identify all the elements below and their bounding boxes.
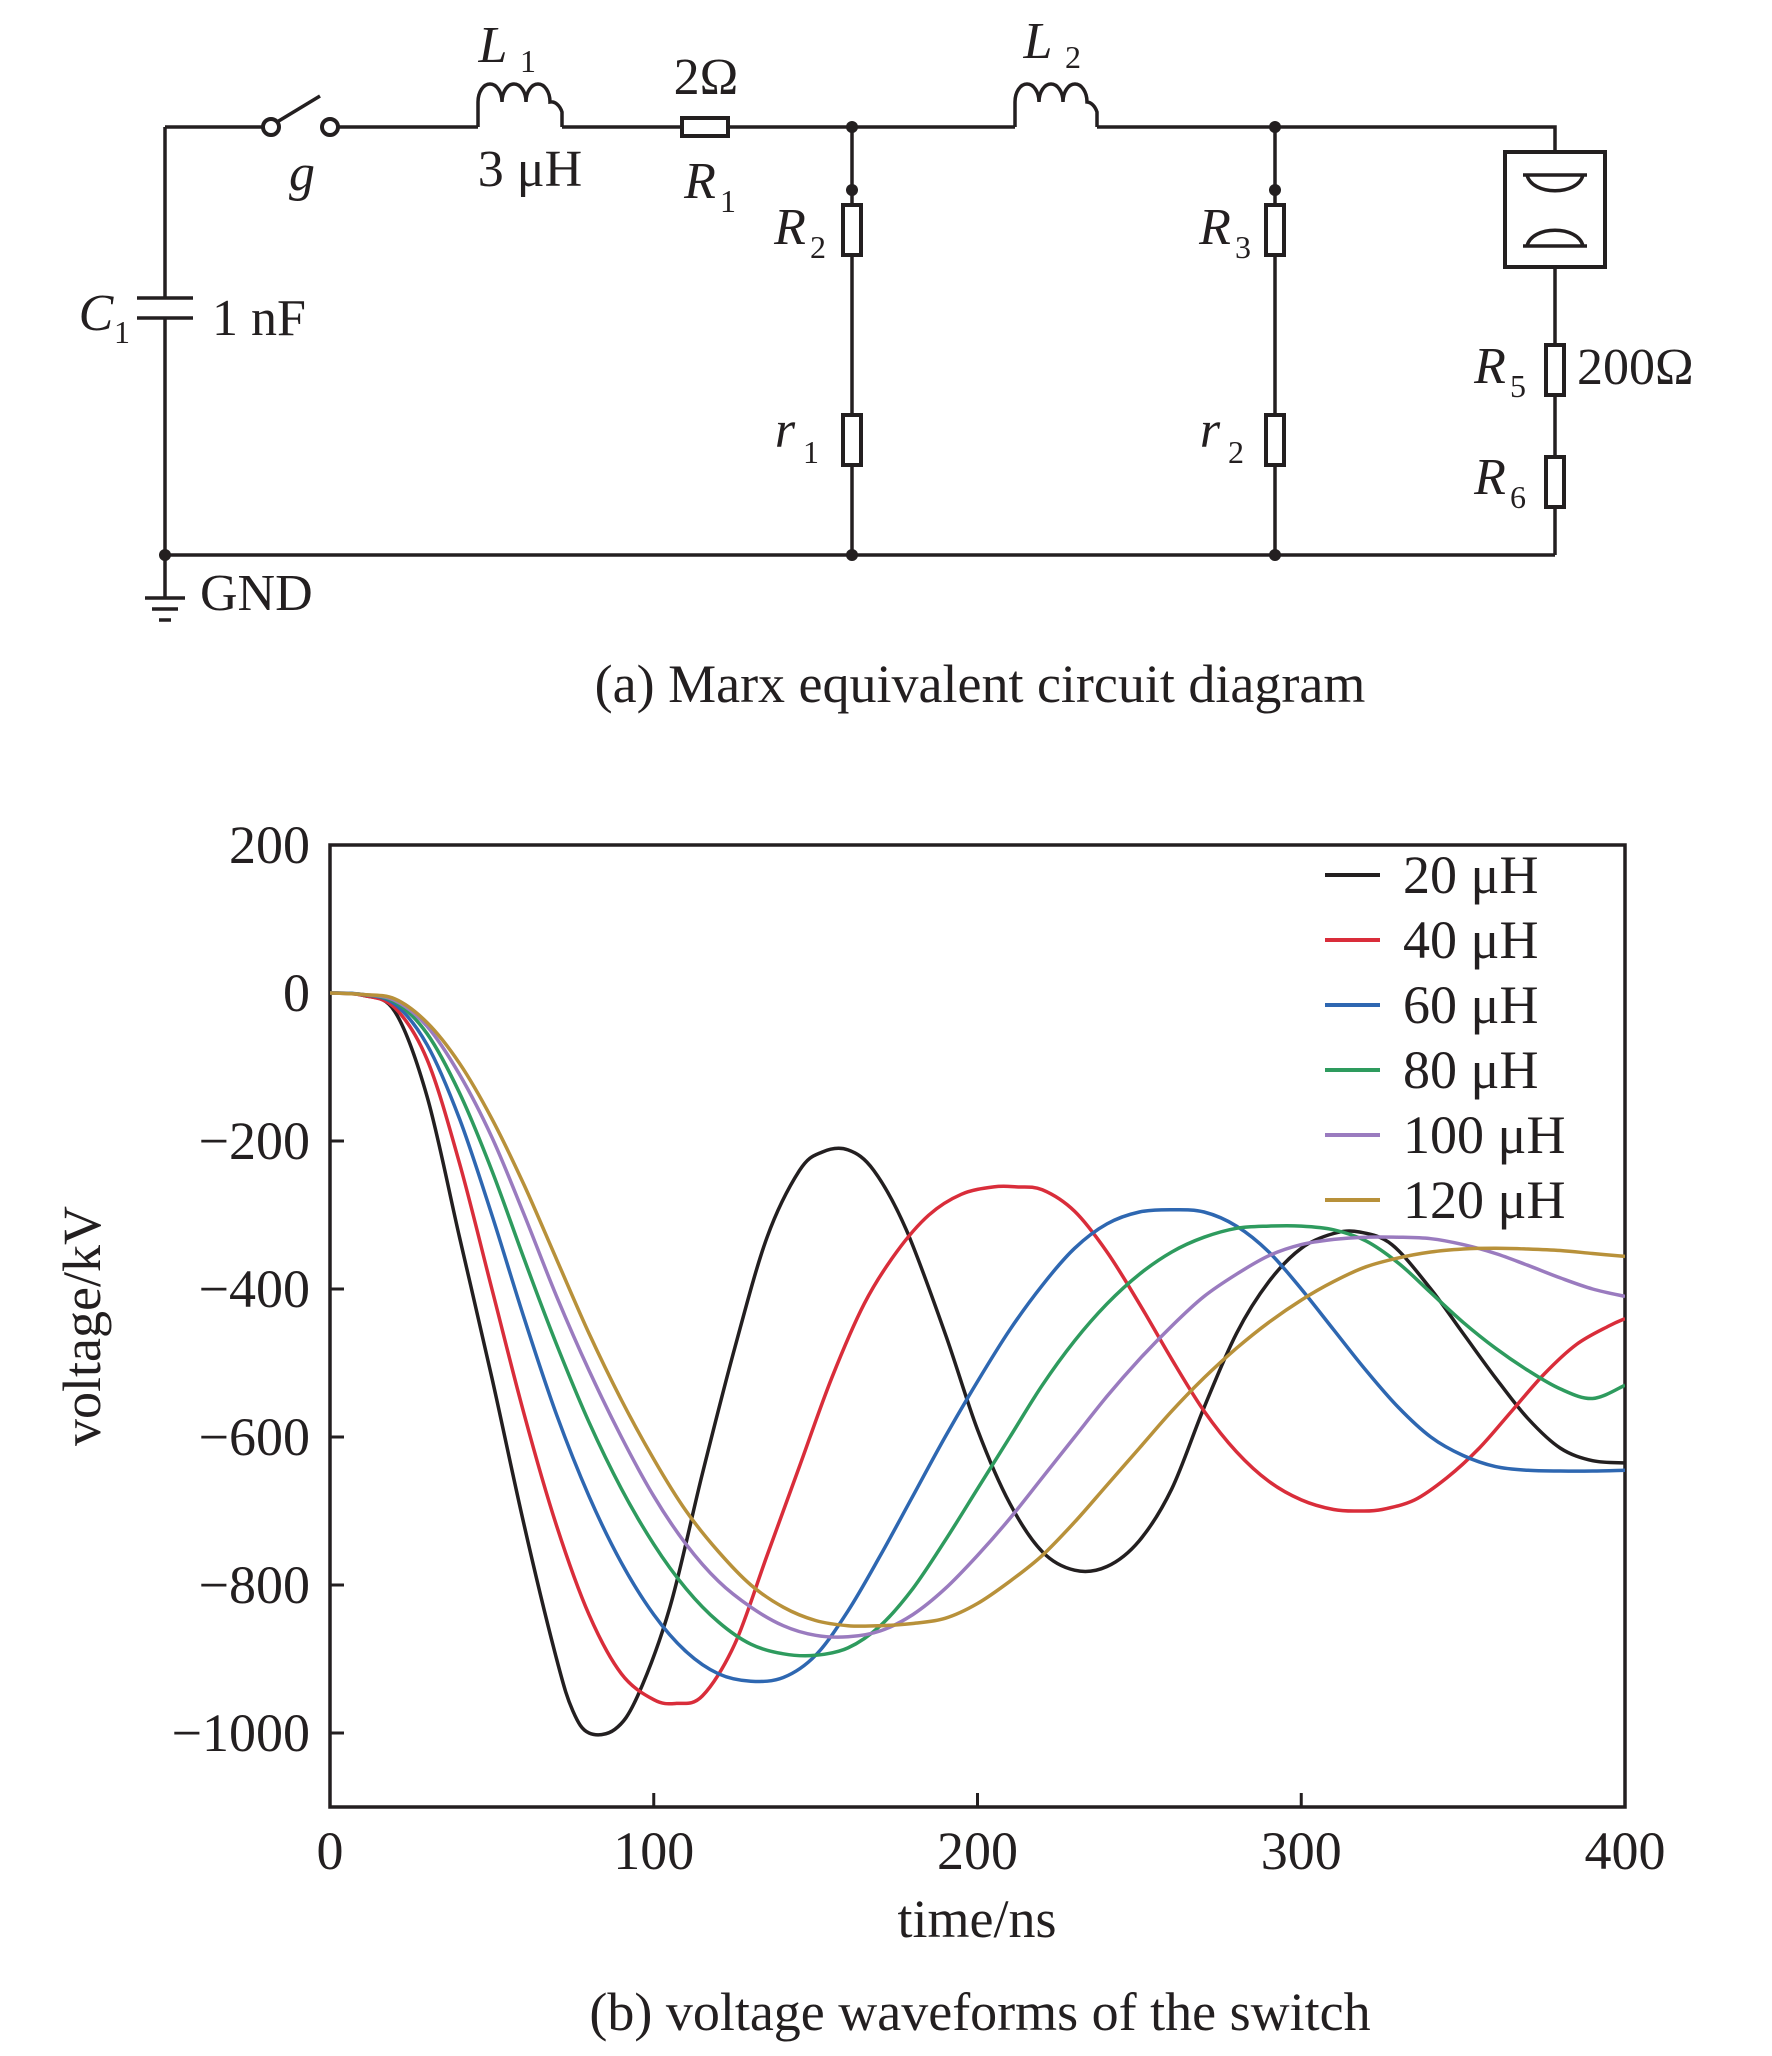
- x-tick-label: 400: [1585, 1821, 1666, 1881]
- legend-label: 60 μH: [1403, 975, 1538, 1035]
- y-tick-label: −1000: [172, 1703, 310, 1763]
- resistor-r3-symbol: R: [1198, 199, 1231, 256]
- switch-g: g: [261, 94, 340, 202]
- legend-label: 120 μH: [1403, 1170, 1565, 1230]
- inductor-l2-coil: [1013, 82, 1099, 127]
- series-line: [330, 991, 1625, 1684]
- x-tick-label: 200: [937, 1821, 1018, 1881]
- y-tick-label: −800: [199, 1555, 310, 1615]
- capacitor-c1-gap: [150, 298, 180, 318]
- junction-dot: [846, 121, 858, 133]
- resistor-r5-symbol: R: [1473, 338, 1506, 395]
- chart-caption: (b) voltage waveforms of the switch: [589, 1982, 1370, 2042]
- capacitor-c1-value: 1 nF: [212, 290, 306, 347]
- switch-blade: [276, 94, 321, 124]
- series-lines: [330, 991, 1625, 1737]
- capacitor-c1-symbol: C: [79, 285, 115, 342]
- inductor-l1-coil: [476, 82, 564, 127]
- legend-label: 40 μH: [1403, 910, 1538, 970]
- y-tick-label: −200: [199, 1111, 310, 1171]
- x-tick-label: 300: [1261, 1821, 1342, 1881]
- junction-dot: [1269, 549, 1281, 561]
- gas-switch-electrodes: [1523, 173, 1587, 248]
- legend-label: 100 μH: [1403, 1105, 1565, 1165]
- ground-symbol: GND: [145, 555, 313, 622]
- gas-switch-box: [1503, 150, 1607, 269]
- resistor-small-r1-subscript: 1: [803, 434, 819, 470]
- y-tick-label: 200: [229, 815, 310, 875]
- resistor-small-r2-body: [1264, 413, 1286, 467]
- switch-contact-left: [261, 117, 281, 137]
- legend-label: 80 μH: [1403, 1040, 1538, 1100]
- junction-dot: [846, 184, 858, 196]
- resistor-r1-value: 2Ω: [674, 49, 739, 106]
- x-tick-label: 100: [613, 1821, 694, 1881]
- resistor-r5-value: 200Ω: [1577, 339, 1694, 396]
- series-line: [330, 991, 1625, 1639]
- resistor-r3-body: [1264, 203, 1286, 257]
- series-line: [330, 991, 1625, 1658]
- resistor-r1-subscript: 1: [720, 183, 736, 219]
- resistor-r2-subscript: 2: [810, 229, 826, 265]
- junction-dot: [1269, 184, 1281, 196]
- y-tick-label: 0: [283, 963, 310, 1023]
- resistor-small-r2-symbol: r: [1200, 402, 1221, 459]
- ground-lines: [145, 555, 185, 622]
- legend-label: 20 μH: [1403, 845, 1538, 905]
- resistor-small-r1-symbol: r: [775, 402, 796, 459]
- capacitor-c1-subscript: 1: [114, 314, 130, 350]
- junction-dot: [846, 549, 858, 561]
- inductor-l2: L 2: [1013, 13, 1099, 127]
- switch-label: g: [289, 145, 315, 202]
- x-axis-ticks: 0 100 200 300 400: [317, 1793, 1666, 1881]
- capacitor-c1: C 1 1 nF: [79, 285, 306, 350]
- x-tick-label: 0: [317, 1821, 344, 1881]
- junction-dot: [159, 549, 171, 561]
- resistor-r6-subscript: 6: [1510, 479, 1526, 515]
- wire-top-mid: [336, 125, 1557, 152]
- resistor-r6-symbol: R: [1473, 449, 1506, 506]
- ground-label: GND: [200, 565, 313, 622]
- branch-r3-r2: R 3 r 2: [1198, 127, 1286, 555]
- circuit-diagram: g L 1 3 μH 2Ω R 1 L 2 C 1 1 nF: [79, 13, 1694, 714]
- junction-dots: [159, 121, 1281, 561]
- resistor-r1: 2Ω R 1: [674, 49, 739, 219]
- x-axis-label: time/ns: [898, 1889, 1057, 1949]
- y-axis-ticks: 200 0 −200 −400 −600 −800 −1000: [172, 815, 344, 1763]
- inductor-l1: L 1 3 μH: [476, 17, 582, 198]
- resistor-r1-symbol: R: [683, 153, 716, 210]
- inductor-l2-symbol: L: [1023, 13, 1053, 70]
- inductor-l2-subscript: 2: [1065, 39, 1081, 75]
- series-line: [330, 991, 1625, 1706]
- circuit-caption: (a) Marx equivalent circuit diagram: [595, 654, 1366, 714]
- resistor-r5-body: [1544, 343, 1566, 397]
- resistor-r6-body: [1544, 455, 1566, 509]
- inductor-l1-value: 3 μH: [478, 141, 582, 198]
- y-tick-label: −600: [199, 1407, 310, 1467]
- resistor-small-r2-subscript: 2: [1228, 434, 1244, 470]
- series-line: [330, 991, 1625, 1737]
- y-tick-label: −400: [199, 1259, 310, 1319]
- branch-r2-r1: R 2 r 1: [773, 127, 863, 555]
- resistor-r1-body: [680, 116, 730, 138]
- resistor-r2-body: [841, 203, 863, 257]
- resistor-r3-subscript: 3: [1235, 229, 1251, 265]
- y-axis-label: voltage/kV: [52, 1206, 112, 1446]
- inductor-l1-symbol: L: [478, 17, 508, 74]
- resistor-small-r1-body: [841, 413, 863, 467]
- switch-contact-right: [320, 117, 340, 137]
- series-line: [330, 991, 1625, 1628]
- junction-dot: [1269, 121, 1281, 133]
- capacitor-c1-plates: [137, 296, 193, 320]
- branch-load: R 5 200Ω R 6: [1473, 150, 1694, 555]
- inductor-l1-subscript: 1: [520, 43, 536, 79]
- resistor-r2-symbol: R: [773, 199, 806, 256]
- resistor-r5-subscript: 5: [1510, 368, 1526, 404]
